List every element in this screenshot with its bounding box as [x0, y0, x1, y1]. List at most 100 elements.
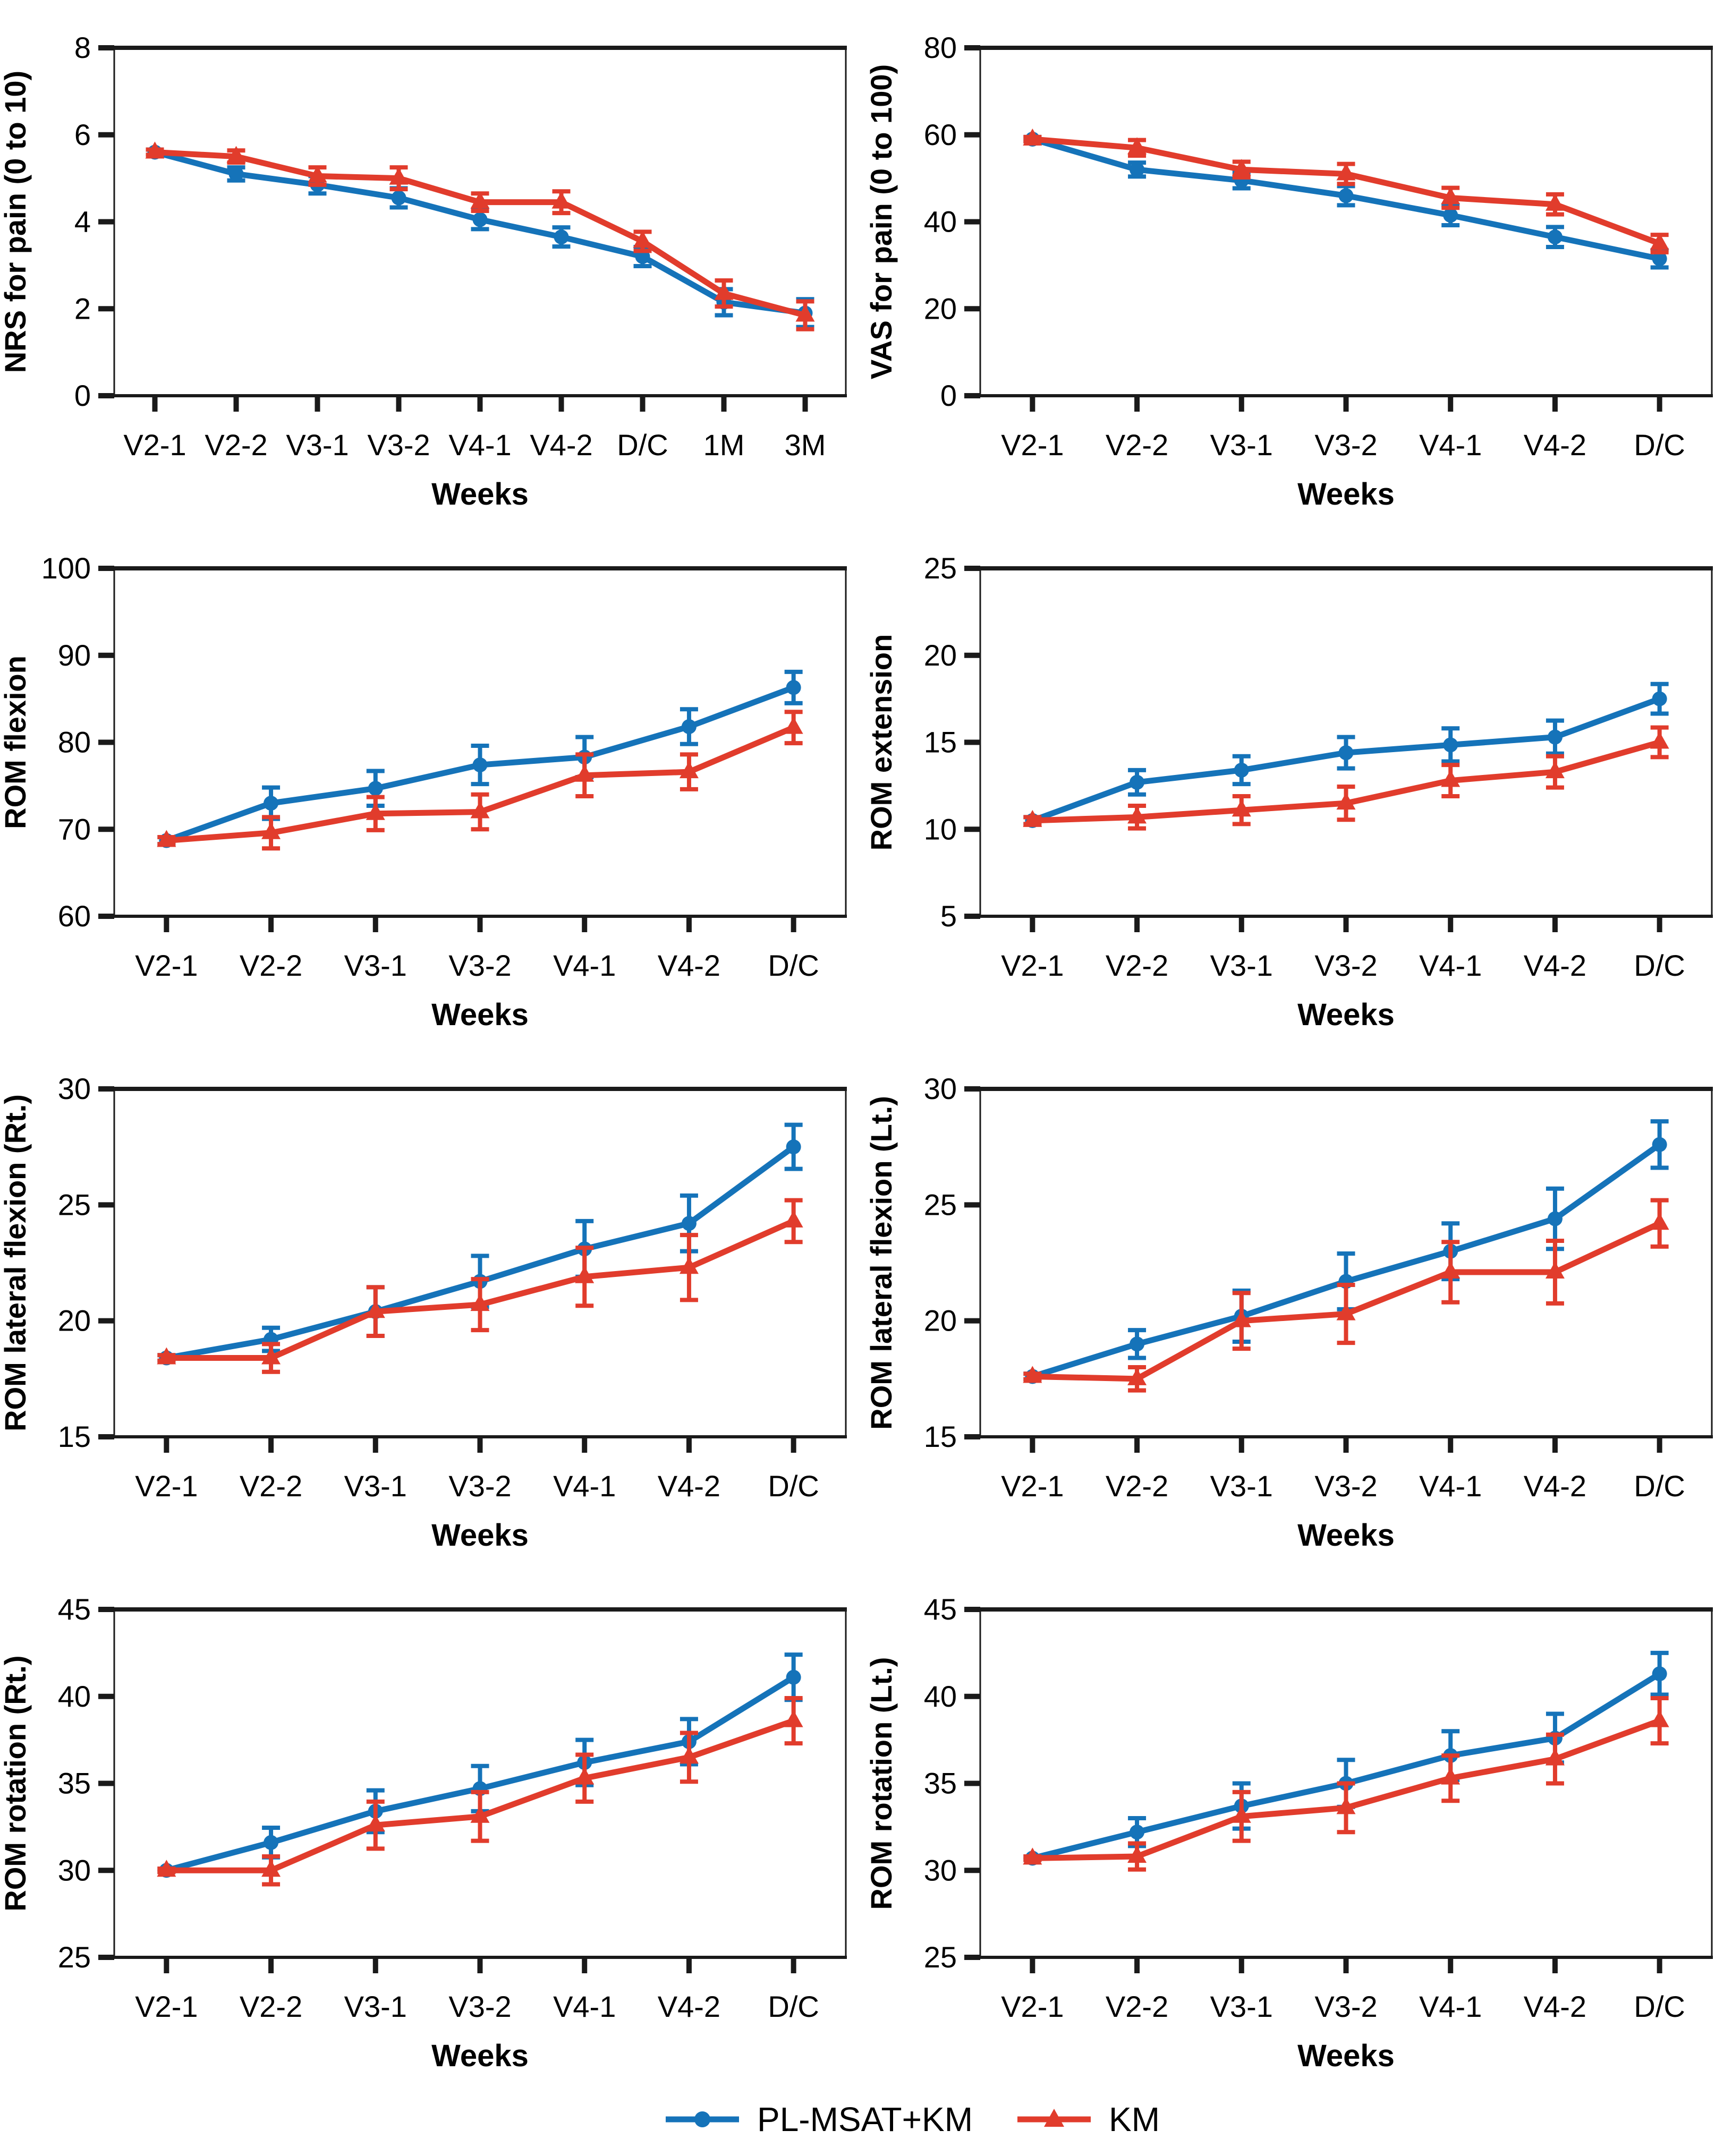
series-km — [1023, 1198, 1669, 1393]
x-tick-label: D/C — [1634, 428, 1685, 462]
x-tick-label: V4-1 — [1419, 949, 1482, 982]
data-point-triangle — [157, 1860, 176, 1877]
data-point-circle — [1652, 1137, 1667, 1152]
y-tick-label: 40 — [58, 1680, 91, 1713]
legend-marker-km-icon — [1017, 2108, 1091, 2127]
data-point-triangle — [714, 283, 734, 300]
y-tick-label: 25 — [924, 551, 957, 585]
data-point-triangle — [1545, 1748, 1565, 1766]
x-tick-label: V2-2 — [1106, 1469, 1168, 1503]
y-tick-label: 35 — [58, 1767, 91, 1800]
x-tick-label: V4-1 — [1419, 1469, 1482, 1503]
data-point-circle — [1130, 1336, 1145, 1352]
x-tick-label: D/C — [1634, 1990, 1685, 2023]
series-km — [1023, 128, 1669, 254]
data-point-triangle — [1232, 1310, 1251, 1327]
data-point-triangle — [1336, 163, 1356, 181]
y-tick-label: 30 — [924, 1072, 957, 1105]
x-tick-label: V4-2 — [1524, 428, 1586, 462]
data-point-circle — [786, 1669, 801, 1685]
data-point-circle — [1130, 162, 1145, 177]
data-point-circle — [368, 781, 383, 796]
data-point-circle — [1547, 229, 1563, 245]
chart-rom-lateral-flexion-lt: 15 20 25 30 V2-1 V2-2 V3-1 V3-2 V4-1 V4-2 D/C Weeks… — [866, 1041, 1732, 1562]
x-tick-label: V2-1 — [1001, 1990, 1064, 2023]
legend: PL-MSAT+KM KM — [0, 2082, 1732, 2156]
x-tick-label: V3-2 — [448, 1469, 511, 1503]
y-tick-label: 30 — [58, 1853, 91, 1887]
data-point-triangle — [679, 761, 699, 779]
legend-label-km: KM — [1109, 2100, 1160, 2138]
y-tick-label: 25 — [58, 1188, 91, 1221]
x-axis-title: Weeks — [431, 477, 529, 512]
data-point-triangle — [1650, 1213, 1669, 1230]
y-tick-label: 0 — [940, 379, 957, 412]
x-tick-label: V2-1 — [1001, 949, 1064, 982]
legend-item-km: KM — [1014, 2102, 1160, 2136]
data-point-circle — [1338, 188, 1354, 203]
data-point-triangle — [575, 1266, 595, 1283]
data-point-triangle — [1441, 770, 1461, 787]
data-point-triangle — [261, 822, 281, 839]
x-tick-label: V3-2 — [1314, 1469, 1377, 1503]
y-tick-label: 60 — [58, 899, 91, 933]
series-pl-msat-km — [1023, 131, 1669, 270]
y-tick-label: 20 — [924, 638, 957, 672]
data-point-circle — [1652, 691, 1667, 706]
data-point-triangle — [366, 803, 385, 820]
data-point-triangle — [1336, 1797, 1356, 1814]
data-point-triangle — [1650, 233, 1669, 250]
y-tick-label: 15 — [924, 1420, 957, 1453]
y-tick-label: 4 — [74, 205, 91, 238]
x-tick-label: V3-1 — [344, 949, 407, 982]
y-tick-label: 100 — [41, 551, 91, 585]
x-axis-title: Weeks — [1297, 477, 1395, 512]
data-point-triangle — [389, 167, 409, 185]
data-point-triangle — [1023, 809, 1042, 827]
chart-rom-rotation-rt: 25 30 35 40 45 V2-1 V2-2 V3-1 V3-2 V4-1 V4-2 D/C Wee… — [0, 1562, 866, 2082]
data-point-triangle — [575, 1767, 595, 1785]
data-point-triangle — [575, 764, 595, 782]
x-tick-label: V3-1 — [286, 428, 349, 462]
y-axis-title: VAS for pain (0 to 100) — [866, 64, 898, 379]
data-point-triangle — [1232, 159, 1251, 176]
data-point-triangle — [1023, 128, 1042, 146]
series-km — [1023, 1696, 1669, 1872]
data-point-circle — [1547, 729, 1563, 745]
data-point-triangle — [366, 1814, 385, 1832]
x-tick-label: V2-1 — [1001, 1469, 1064, 1503]
x-tick-label: V2-2 — [205, 428, 267, 462]
chart-svg-vas-pain: 0 20 40 60 80 V2-1 V2-2 V3-1 V3-2 V4-1 V4-2 D/C Week… — [866, 31, 1713, 512]
x-axis-title: Weeks — [431, 998, 529, 1032]
x-tick-label: V2-2 — [240, 1469, 302, 1503]
y-tick-label: 20 — [58, 1304, 91, 1337]
x-tick-label: V4-2 — [1524, 949, 1586, 982]
data-point-triangle — [470, 191, 490, 209]
data-point-circle — [228, 166, 244, 182]
data-point-triangle — [308, 165, 327, 183]
data-point-circle — [554, 229, 569, 245]
legend-marker-pl-msat-km-icon — [666, 2111, 739, 2127]
x-tick-label: V3-2 — [448, 1990, 511, 2023]
chart-nrs-pain: 0 2 4 6 8 V2-1 V2-2 V3-1 V3-2 V4-1 V4-2 D/C 1M 3M Week… — [0, 0, 866, 521]
data-point-triangle — [1127, 806, 1147, 824]
x-tick-label: D/C — [768, 949, 819, 982]
data-point-circle — [1547, 1211, 1563, 1226]
y-tick-label: 10 — [924, 812, 957, 846]
y-tick-label: 20 — [924, 1304, 957, 1337]
x-tick-label: D/C — [1634, 1469, 1685, 1503]
x-tick-label: V2-2 — [1106, 949, 1168, 982]
data-point-circle — [1443, 737, 1458, 753]
x-tick-label: V4-2 — [530, 428, 592, 462]
data-point-circle — [1338, 745, 1354, 761]
x-tick-label: V3-1 — [1210, 1469, 1273, 1503]
x-tick-label: V3-1 — [344, 1990, 407, 2023]
data-point-triangle — [551, 191, 571, 209]
data-point-triangle — [1545, 193, 1565, 211]
data-point-circle — [1652, 1666, 1667, 1682]
data-point-triangle — [157, 1347, 176, 1365]
chart-svg-nrs-pain: 0 2 4 6 8 V2-1 V2-2 V3-1 V3-2 V4-1 V4-2 D/C 1M 3M Week… — [0, 31, 847, 512]
data-point-triangle — [1127, 137, 1147, 155]
x-tick-label: D/C — [768, 1990, 819, 2023]
x-tick-label: V3-1 — [1210, 949, 1273, 982]
